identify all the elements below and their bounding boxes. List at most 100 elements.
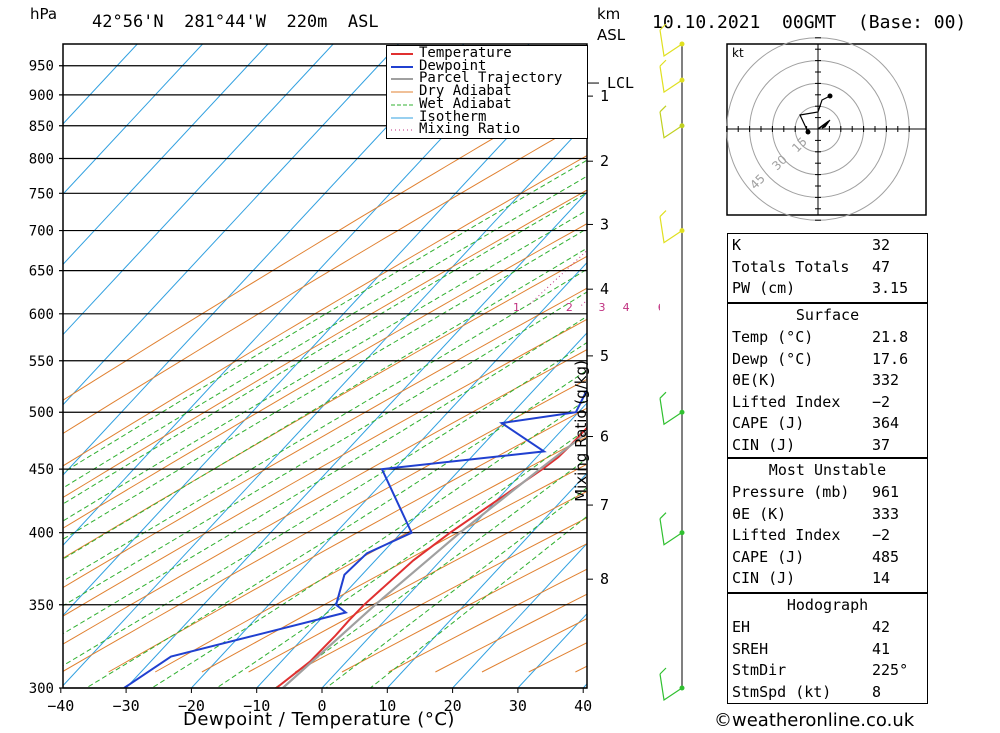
km-tick-label: 7 [600,496,609,514]
legend-swatch [391,65,413,68]
table-row: Dewp (°C) 17.6 [732,350,923,370]
wind-level-dot [679,685,685,691]
row-label: Lifted Index [732,392,841,411]
dry-adiabat [248,490,587,673]
height-axis-unit: km [597,5,621,23]
storm-motion-vector [817,120,830,130]
table-row: SREH 41 [732,640,923,660]
table-row: StmDir 225° [732,661,923,681]
table-row: PW (cm) 3.15 [732,279,923,299]
legend-swatch [391,53,413,55]
km-tick-label: 8 [600,570,609,588]
legend-label: Parcel Trajectory [419,70,563,87]
dry-adiabat [63,119,587,435]
wet-adiabat [63,247,587,560]
wind-barb [659,210,683,244]
dry-adiabat [63,223,587,529]
plot-area [63,44,661,688]
row-value: 961 [872,483,900,501]
wet-adiabat [63,159,587,474]
row-value: −2 [872,526,891,544]
isotherm [649,44,661,688]
legend-swatch [391,91,413,93]
isotherm [63,51,587,617]
km-tick-label: 4 [600,280,609,298]
row-label: CAPE (J) [732,414,805,432]
row-label: Pressure (mb) [732,483,850,501]
table-row: θE(K) 332 [732,371,923,391]
legend-swatch [391,78,413,81]
legend-label: Dewpoint [419,57,487,74]
wet-adiabat [63,209,587,522]
x-tick-label: 20 [444,697,462,715]
table-row: K 32 [732,236,923,256]
dry-adiabat [622,44,660,672]
pressure-tick-label: 900 [29,88,54,104]
km-tick-label: 1 [600,87,609,105]
mixing-ratio-label: 1 [513,301,520,314]
wind-level-dot [679,530,685,536]
wet-adiabat [63,175,587,489]
row-value: 21.8 [872,328,909,346]
pressure-tick-label: 300 [29,681,54,697]
pressure-tick-label: 700 [29,224,54,240]
x-tick-label: 0 [317,697,326,715]
dry-adiabat [63,287,587,589]
isotherm [256,332,587,688]
indices-table: K 32 Totals Totals 47 PW (cm) 3.15 [727,233,928,303]
dry-adiabat [63,154,587,467]
pressure-tick-label: 800 [29,151,54,167]
table-row: CAPE (J) 485 [732,548,923,568]
km-tick-label: 5 [600,347,609,365]
table-title: Surface [795,306,860,324]
wet-adiabat [325,487,587,688]
isotherm [63,44,138,125]
row-value: 364 [872,414,900,432]
dry-adiabat [154,435,587,673]
wet-adiabat [274,457,587,688]
x-tick-label: −40 [47,697,74,715]
km-tick-label: 3 [600,215,609,233]
x-tick-label: 40 [574,697,592,715]
row-value: 14 [872,569,891,587]
x-tick-label: 30 [509,697,527,715]
x-tick-label: −20 [178,697,205,715]
wind-level-dot [679,228,685,234]
row-label: CIN (J) [732,435,796,454]
wet-adiabat [85,369,587,688]
row-label: CIN (J) [732,569,796,587]
row-label: Lifted Index [732,526,841,544]
hodograph-end-dot [827,93,833,99]
legend-label: Isotherm [419,108,487,125]
wind-level-dot [679,41,685,47]
wind-barb [659,105,683,139]
isotherm [452,542,587,688]
hodograph-unit: kt [732,46,744,60]
row-label: Temp (°C) [732,328,814,346]
row-value: 42 [872,618,891,636]
table-row: θE (K) 333 [732,505,923,525]
legend-item: Dry Adiabat [387,83,587,99]
dry-adiabat [108,407,587,673]
mixing-ratio-label: 4 [623,301,630,314]
legend-item: Temperature [387,45,587,61]
row-label: K [732,236,742,254]
mixing-ratio-label: 2 [566,301,573,314]
table-title: Hodograph [786,596,869,614]
dry-adiabat [63,189,587,499]
hodograph-ring-label: 30 [769,152,790,173]
dry-adiabat [63,378,587,672]
wet-adiabat [63,341,587,667]
table-row: CAPE (J) 364 [732,414,923,434]
row-value: 3.15 [872,279,909,297]
table-row: Pressure (mb) 961 [732,483,923,503]
pressure-tick-label: 350 [29,598,54,614]
table-row: Totals Totals 47 [732,258,923,278]
hodograph-ring [749,60,887,198]
row-value: 333 [872,504,900,523]
station-location: 42°56'N 281°44'W 220m ASL [92,12,379,32]
x-axis-title: Dewpoint / Temperature (°C) [183,709,455,730]
plot-frame [62,43,588,689]
hodograph-ring [726,37,910,221]
table-row: Lifted Index −2 [732,526,923,546]
